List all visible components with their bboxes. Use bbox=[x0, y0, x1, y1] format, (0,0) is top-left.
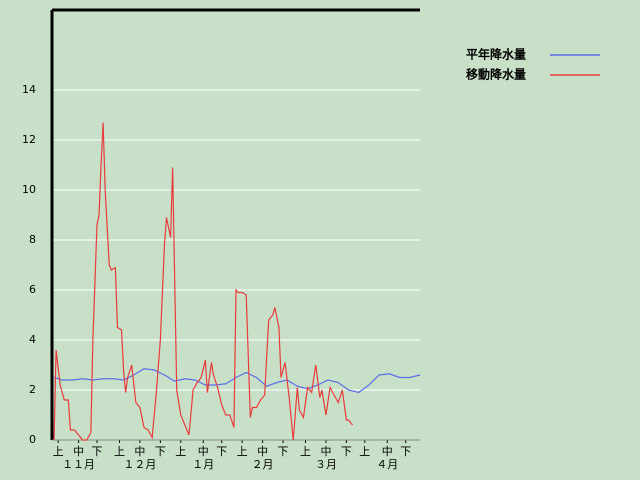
x-tick-label: 中 bbox=[320, 445, 331, 458]
month-label: １２月 bbox=[123, 458, 156, 471]
y-tick-label: 0 bbox=[29, 433, 36, 446]
x-tick-label: 下 bbox=[400, 445, 411, 458]
x-tick-label: 中 bbox=[134, 445, 145, 458]
x-tick-label: 中 bbox=[257, 445, 268, 458]
x-tick-label: 下 bbox=[216, 445, 227, 458]
y-tick-label: 12 bbox=[22, 133, 36, 146]
x-tick-label: 上 bbox=[175, 445, 186, 458]
x-tick-label: 上 bbox=[114, 445, 125, 458]
y-tick-label: 8 bbox=[29, 233, 36, 246]
y-tick-label: 4 bbox=[29, 333, 36, 346]
x-tick-label: 下 bbox=[341, 445, 352, 458]
legend-label: 平年降水量 bbox=[466, 47, 526, 62]
x-tick-label: 中 bbox=[73, 445, 84, 458]
x-tick-label: 中 bbox=[382, 445, 393, 458]
x-tick-label: 下 bbox=[278, 445, 289, 458]
y-tick-label: 10 bbox=[22, 183, 36, 196]
x-tick-label: 上 bbox=[359, 445, 370, 458]
x-tick-label: 上 bbox=[300, 445, 311, 458]
month-label: ３月 bbox=[315, 458, 337, 471]
y-tick-label: 6 bbox=[29, 283, 36, 296]
y-tick-label: 14 bbox=[22, 83, 36, 96]
x-tick-label: 下 bbox=[91, 445, 102, 458]
x-tick-label: 中 bbox=[198, 445, 209, 458]
month-label: １１月 bbox=[62, 458, 95, 471]
series-line bbox=[53, 368, 421, 394]
x-tick-label: 下 bbox=[155, 445, 166, 458]
x-tick-label: 上 bbox=[53, 445, 64, 458]
month-label: １月 bbox=[192, 458, 214, 471]
month-label: ４月 bbox=[376, 458, 398, 471]
x-tick-label: 上 bbox=[237, 445, 248, 458]
month-label: ２月 bbox=[252, 458, 274, 471]
y-tick-label: 2 bbox=[29, 383, 36, 396]
legend-label: 移動降水量 bbox=[466, 67, 526, 82]
series-line bbox=[53, 122, 353, 441]
